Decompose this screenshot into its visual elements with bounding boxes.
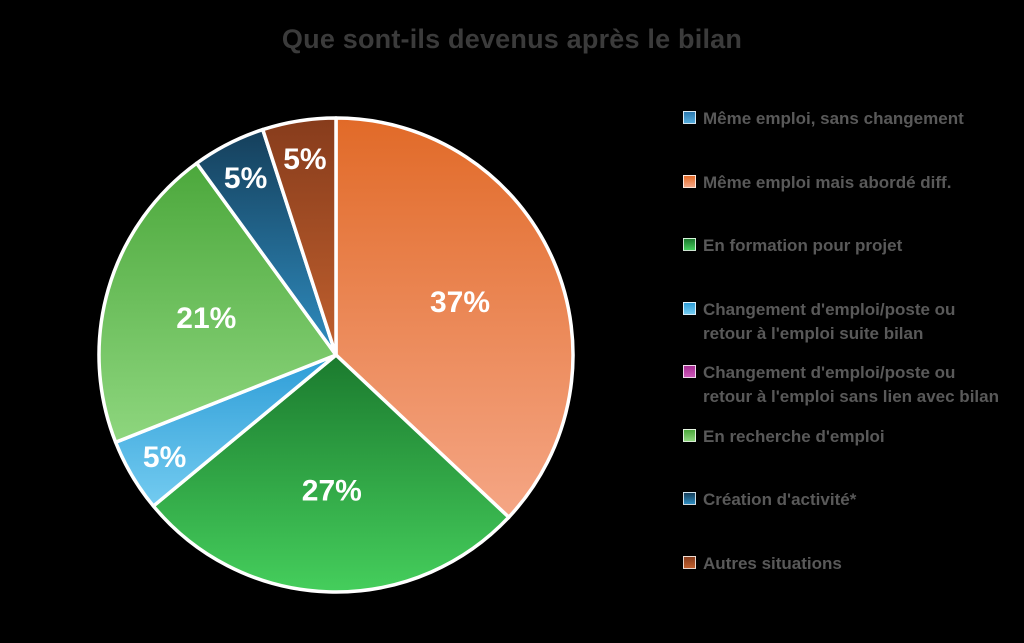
legend-item: En recherche d'emploi bbox=[683, 421, 1018, 485]
legend-color-swatch bbox=[683, 492, 696, 505]
legend-label: Création d'activité* bbox=[703, 490, 857, 509]
legend-color-swatch bbox=[683, 301, 696, 315]
pie-slices-group bbox=[97, 116, 575, 594]
legend-item: Même emploi mais abordé diff. bbox=[683, 167, 1018, 231]
legend-item: Changement d'emploi/poste ou retour à l'… bbox=[683, 357, 1018, 421]
pie-slice bbox=[334, 116, 575, 519]
legend-item: Même emploi, sans changement bbox=[683, 103, 1018, 167]
legend: Même emploi, sans changement Même emploi … bbox=[683, 103, 1018, 611]
pie-slice-data-label: 37% bbox=[430, 286, 490, 319]
legend-color-swatch bbox=[683, 238, 696, 251]
legend-item: En formation pour projet bbox=[683, 230, 1018, 294]
pie-slice-data-label: 5% bbox=[283, 143, 326, 176]
pie-slice-data-label: 27% bbox=[302, 475, 362, 508]
legend-item: Changement d'emploi/poste ou retour à l'… bbox=[683, 294, 1018, 358]
pie-slice-labels-group: 37% 27% 5% 21% 5% 5% bbox=[143, 143, 490, 508]
legend-color-swatch bbox=[683, 428, 696, 442]
legend-label: Changement d'emploi/poste ou retour à l'… bbox=[703, 363, 999, 406]
legend-label: Même emploi, sans changement bbox=[703, 109, 964, 128]
pie-slice-data-label: 5% bbox=[224, 162, 267, 195]
pie-slice bbox=[261, 116, 338, 357]
legend-label: Même emploi mais abordé diff. bbox=[703, 172, 952, 192]
legend-label: En recherche d'emploi bbox=[703, 426, 885, 446]
pie-slice bbox=[151, 353, 511, 594]
legend-label: Changement d'emploi/poste ou retour à l'… bbox=[703, 299, 956, 343]
legend-color-swatch bbox=[683, 111, 696, 124]
chart-title: Que sont-ils devenus après le bilan bbox=[281, 24, 743, 54]
pie-slice bbox=[97, 161, 338, 444]
legend-color-swatch bbox=[683, 174, 696, 188]
legend-item: Création d'activité* bbox=[683, 484, 1018, 548]
pie-slice-data-label: 21% bbox=[176, 302, 236, 335]
legend-item: Autres situations bbox=[683, 548, 1018, 612]
legend-label: En formation pour projet bbox=[703, 236, 903, 255]
legend-color-swatch bbox=[683, 555, 696, 569]
legend-label: Autres situations bbox=[703, 553, 842, 573]
pie-slice-data-label: 5% bbox=[143, 441, 186, 474]
legend-color-swatch bbox=[683, 365, 696, 378]
